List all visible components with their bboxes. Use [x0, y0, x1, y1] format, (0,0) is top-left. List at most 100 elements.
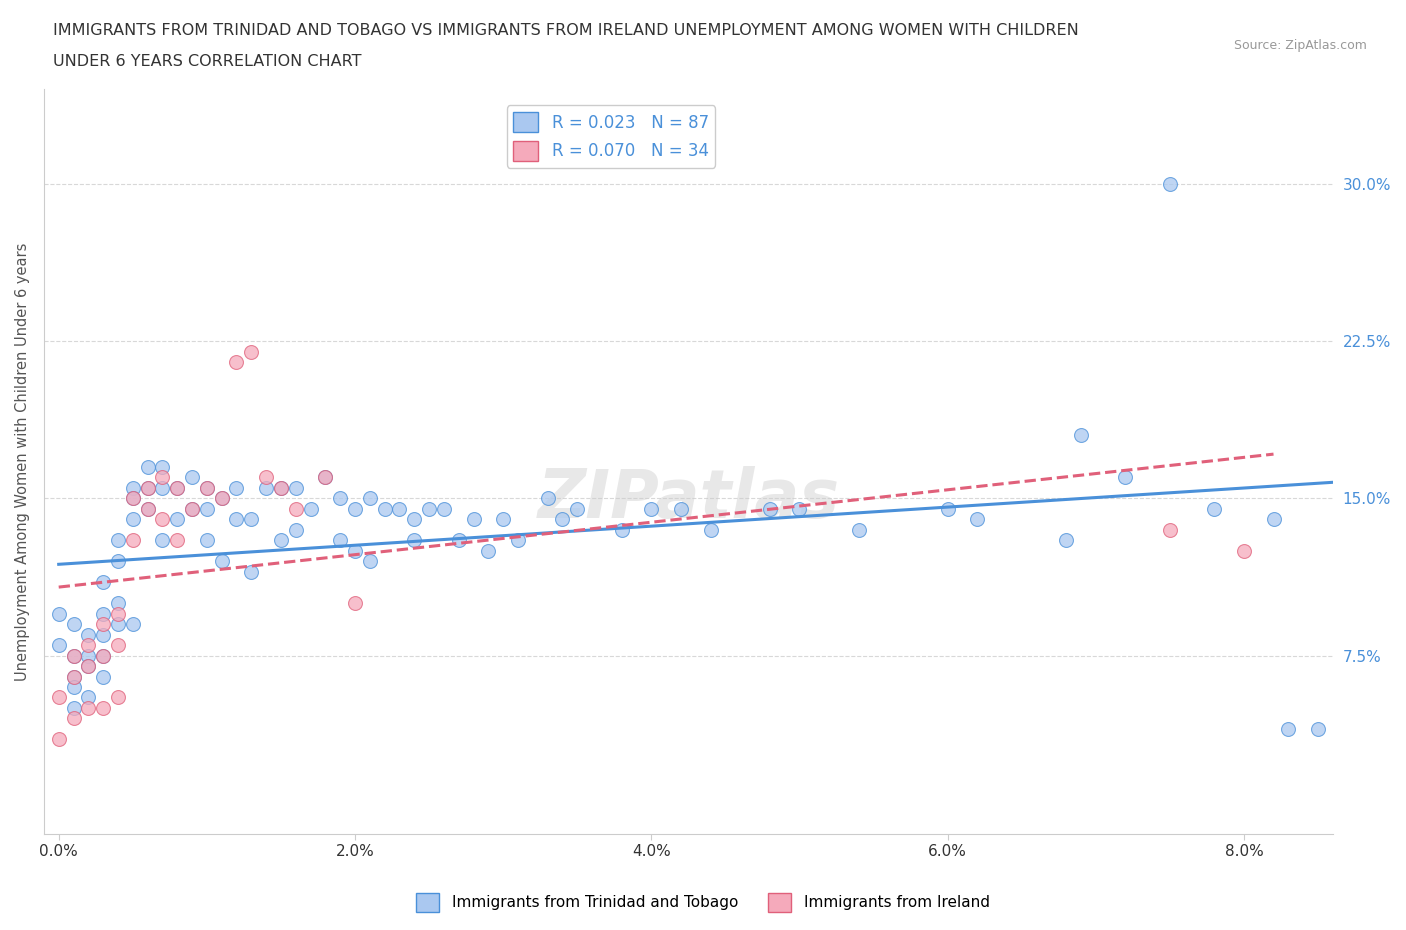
- Immigrants from Ireland: [91, 700, 114, 715]
- Immigrants from Trinidad and Tobago: [166, 481, 188, 496]
- Immigrants from Trinidad and Tobago: [299, 501, 322, 516]
- Immigrants from Trinidad and Tobago: [374, 501, 396, 516]
- Immigrants from Ireland: [91, 648, 114, 663]
- Immigrants from Trinidad and Tobago: [1263, 512, 1285, 526]
- Immigrants from Trinidad and Tobago: [640, 501, 662, 516]
- Immigrants from Ireland: [77, 700, 100, 715]
- Immigrants from Trinidad and Tobago: [492, 512, 515, 526]
- Immigrants from Trinidad and Tobago: [77, 648, 100, 663]
- Immigrants from Ireland: [270, 481, 292, 496]
- Immigrants from Trinidad and Tobago: [343, 543, 366, 558]
- Immigrants from Ireland: [254, 470, 277, 485]
- Immigrants from Trinidad and Tobago: [936, 501, 959, 516]
- Immigrants from Trinidad and Tobago: [121, 512, 143, 526]
- Immigrants from Trinidad and Tobago: [195, 501, 218, 516]
- Immigrants from Ireland: [225, 354, 247, 369]
- Immigrants from Trinidad and Tobago: [152, 459, 174, 474]
- Immigrants from Ireland: [62, 648, 84, 663]
- Immigrants from Trinidad and Tobago: [62, 680, 84, 695]
- Immigrants from Trinidad and Tobago: [433, 501, 456, 516]
- Immigrants from Trinidad and Tobago: [1306, 722, 1329, 737]
- Immigrants from Trinidad and Tobago: [211, 491, 233, 506]
- Immigrants from Trinidad and Tobago: [77, 690, 100, 705]
- Immigrants from Trinidad and Tobago: [62, 617, 84, 631]
- Legend: Immigrants from Trinidad and Tobago, Immigrants from Ireland: Immigrants from Trinidad and Tobago, Imm…: [411, 887, 995, 918]
- Immigrants from Trinidad and Tobago: [152, 533, 174, 548]
- Immigrants from Trinidad and Tobago: [669, 501, 692, 516]
- Immigrants from Trinidad and Tobago: [240, 565, 263, 579]
- Immigrants from Trinidad and Tobago: [463, 512, 485, 526]
- Immigrants from Trinidad and Tobago: [848, 523, 870, 538]
- Immigrants from Trinidad and Tobago: [343, 501, 366, 516]
- Immigrants from Ireland: [62, 711, 84, 726]
- Immigrants from Trinidad and Tobago: [107, 596, 129, 611]
- Immigrants from Ireland: [107, 606, 129, 621]
- Immigrants from Trinidad and Tobago: [195, 481, 218, 496]
- Immigrants from Trinidad and Tobago: [77, 658, 100, 673]
- Immigrants from Trinidad and Tobago: [477, 543, 499, 558]
- Immigrants from Ireland: [166, 533, 188, 548]
- Immigrants from Trinidad and Tobago: [121, 617, 143, 631]
- Immigrants from Ireland: [77, 658, 100, 673]
- Immigrants from Trinidad and Tobago: [1277, 722, 1299, 737]
- Immigrants from Ireland: [314, 470, 336, 485]
- Immigrants from Trinidad and Tobago: [314, 470, 336, 485]
- Immigrants from Trinidad and Tobago: [211, 553, 233, 568]
- Immigrants from Trinidad and Tobago: [551, 512, 574, 526]
- Immigrants from Trinidad and Tobago: [404, 533, 426, 548]
- Immigrants from Trinidad and Tobago: [567, 501, 589, 516]
- Immigrants from Trinidad and Tobago: [62, 648, 84, 663]
- Immigrants from Ireland: [107, 638, 129, 653]
- Immigrants from Trinidad and Tobago: [225, 512, 247, 526]
- Immigrants from Trinidad and Tobago: [91, 648, 114, 663]
- Immigrants from Trinidad and Tobago: [329, 533, 352, 548]
- Immigrants from Trinidad and Tobago: [404, 512, 426, 526]
- Immigrants from Trinidad and Tobago: [359, 553, 381, 568]
- Immigrants from Trinidad and Tobago: [270, 481, 292, 496]
- Immigrants from Trinidad and Tobago: [121, 491, 143, 506]
- Immigrants from Ireland: [77, 638, 100, 653]
- Immigrants from Trinidad and Tobago: [284, 481, 307, 496]
- Immigrants from Trinidad and Tobago: [789, 501, 811, 516]
- Immigrants from Trinidad and Tobago: [121, 481, 143, 496]
- Immigrants from Trinidad and Tobago: [284, 523, 307, 538]
- Immigrants from Trinidad and Tobago: [270, 533, 292, 548]
- Immigrants from Trinidad and Tobago: [506, 533, 529, 548]
- Immigrants from Trinidad and Tobago: [254, 481, 277, 496]
- Immigrants from Trinidad and Tobago: [610, 523, 633, 538]
- Immigrants from Ireland: [284, 501, 307, 516]
- Text: ZIPatlas: ZIPatlas: [537, 466, 839, 532]
- Immigrants from Trinidad and Tobago: [91, 669, 114, 684]
- Immigrants from Trinidad and Tobago: [195, 533, 218, 548]
- Text: UNDER 6 YEARS CORRELATION CHART: UNDER 6 YEARS CORRELATION CHART: [53, 54, 361, 69]
- Immigrants from Ireland: [181, 501, 204, 516]
- Immigrants from Trinidad and Tobago: [48, 606, 70, 621]
- Immigrants from Ireland: [136, 501, 159, 516]
- Immigrants from Trinidad and Tobago: [966, 512, 988, 526]
- Immigrants from Trinidad and Tobago: [359, 491, 381, 506]
- Immigrants from Ireland: [62, 669, 84, 684]
- Immigrants from Trinidad and Tobago: [1159, 177, 1181, 192]
- Immigrants from Trinidad and Tobago: [699, 523, 721, 538]
- Immigrants from Ireland: [152, 512, 174, 526]
- Immigrants from Trinidad and Tobago: [107, 617, 129, 631]
- Immigrants from Ireland: [48, 732, 70, 747]
- Immigrants from Trinidad and Tobago: [1204, 501, 1226, 516]
- Immigrants from Trinidad and Tobago: [240, 512, 263, 526]
- Immigrants from Ireland: [121, 491, 143, 506]
- Immigrants from Ireland: [121, 533, 143, 548]
- Immigrants from Ireland: [48, 690, 70, 705]
- Immigrants from Ireland: [152, 470, 174, 485]
- Text: IMMIGRANTS FROM TRINIDAD AND TOBAGO VS IMMIGRANTS FROM IRELAND UNEMPLOYMENT AMON: IMMIGRANTS FROM TRINIDAD AND TOBAGO VS I…: [53, 23, 1080, 38]
- Immigrants from Trinidad and Tobago: [48, 638, 70, 653]
- Immigrants from Trinidad and Tobago: [152, 481, 174, 496]
- Immigrants from Trinidad and Tobago: [91, 606, 114, 621]
- Immigrants from Trinidad and Tobago: [136, 501, 159, 516]
- Immigrants from Trinidad and Tobago: [759, 501, 782, 516]
- Immigrants from Trinidad and Tobago: [62, 700, 84, 715]
- Immigrants from Trinidad and Tobago: [62, 669, 84, 684]
- Immigrants from Ireland: [1233, 543, 1256, 558]
- Immigrants from Ireland: [1159, 523, 1181, 538]
- Immigrants from Trinidad and Tobago: [1054, 533, 1077, 548]
- Text: Source: ZipAtlas.com: Source: ZipAtlas.com: [1233, 39, 1367, 52]
